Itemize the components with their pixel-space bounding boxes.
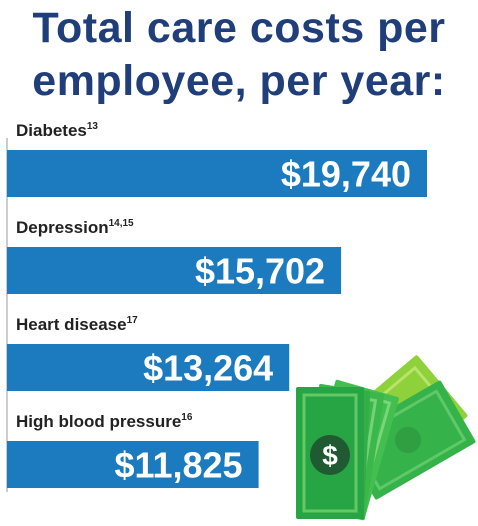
category-name-heart-disease: Heart disease — [16, 315, 127, 334]
footnote-heart-disease: 17 — [127, 315, 139, 326]
value-label-depression: $15,702 — [195, 251, 325, 292]
footnote-high-blood-pressure: 16 — [181, 412, 193, 423]
footnote-depression: 14,15 — [109, 218, 134, 229]
money-bills-icon: $ — [296, 355, 476, 521]
dollar-symbol: $ — [322, 440, 338, 471]
value-label-heart-disease: $13,264 — [143, 348, 273, 389]
category-name-depression: Depression — [16, 218, 109, 237]
chart-title: Total care costs per employee, per year: — [0, 2, 478, 108]
value-label-high-blood-pressure: $11,825 — [114, 445, 242, 486]
bar-high-blood-pressure — [7, 441, 259, 488]
category-label-heart-disease: Heart disease17 — [16, 315, 138, 334]
category-label-depression: Depression14,15 — [16, 218, 134, 237]
category-label-high-blood-pressure: High blood pressure16 — [16, 412, 193, 431]
bar-diabetes — [7, 150, 427, 197]
bars-group: Diabetes13 $19,740 Depression14,15 $15,702 H… — [7, 121, 427, 488]
bar-heart-disease — [7, 344, 290, 391]
category-name-high-blood-pressure: High blood pressure — [16, 412, 181, 431]
chart-title-line-1: Total care costs per — [32, 4, 446, 52]
bar-depression — [7, 247, 342, 294]
chart-title-line-2: employee, per year: — [32, 57, 446, 105]
category-label-diabetes: Diabetes13 — [16, 121, 98, 140]
category-name-diabetes: Diabetes — [16, 121, 87, 140]
footnote-diabetes: 13 — [87, 121, 99, 132]
value-label-diabetes: $19,740 — [281, 154, 411, 195]
